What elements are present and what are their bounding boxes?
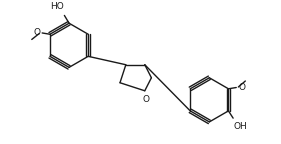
- Text: O: O: [142, 95, 149, 104]
- Text: OH: OH: [234, 122, 247, 131]
- Text: O: O: [33, 28, 40, 37]
- Text: HO: HO: [50, 2, 64, 11]
- Text: O: O: [238, 83, 245, 92]
